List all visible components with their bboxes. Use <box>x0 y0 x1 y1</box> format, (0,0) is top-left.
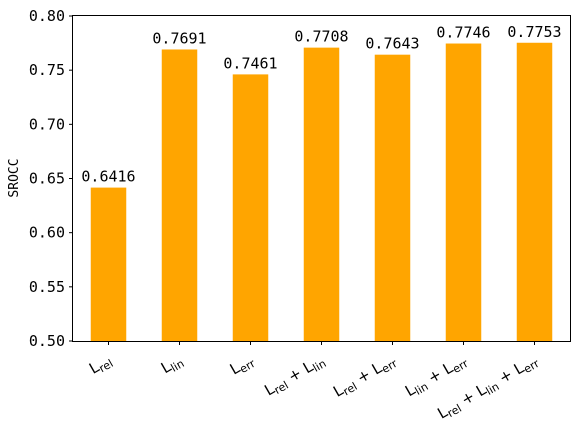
x-tick-label: Lrel​ + Lerr​ <box>330 351 400 403</box>
bar-value-label-7: 0.7753 <box>507 23 561 41</box>
bar-value-label-4: 0.7708 <box>294 28 348 46</box>
y-tick-label: 0.60 <box>29 224 65 242</box>
y-tick-label: 0.55 <box>29 278 65 296</box>
y-tick-label: 0.80 <box>29 7 65 25</box>
bar-value-label-6: 0.7746 <box>436 24 490 42</box>
value-labels: 0.6416 0.7691 0.7461 0.7708 0.7643 0.7746 0.77… <box>81 23 561 186</box>
bar-3 <box>232 74 269 341</box>
x-tick-label: Lerr​ <box>227 351 258 381</box>
bar-1 <box>90 187 127 341</box>
bar-2 <box>161 49 198 341</box>
x-tick-label: Llin​ <box>158 351 187 379</box>
bar-value-label-5: 0.7643 <box>365 35 419 53</box>
y-tick-label: 0.75 <box>29 61 65 79</box>
x-tick-label: Lrel​ + Llin​ + Lerr​ <box>434 351 542 425</box>
bar-7 <box>516 42 553 341</box>
y-tick-label: 0.65 <box>29 170 65 188</box>
x-tick-label: Lrel​ + Llin​ <box>261 351 328 401</box>
bars-layer <box>90 42 553 342</box>
bar-6 <box>445 43 482 342</box>
bar-4 <box>303 47 340 341</box>
bar-value-label-2: 0.7691 <box>152 29 206 47</box>
bar-5 <box>374 54 411 342</box>
x-tick-label: Lrel​ <box>86 351 115 380</box>
y-axis-ticks: 0.50 0.55 0.60 0.65 0.70 0.75 0.80 <box>29 7 73 350</box>
bar-value-label-1: 0.6416 <box>81 168 135 186</box>
y-tick-label: 0.70 <box>29 115 65 133</box>
x-axis-ticks: Lrel​ Llin​ Lerr​Lrel​ + Llin​Lrel​ + Lerr… <box>86 341 542 425</box>
y-axis-label: SROCC <box>7 158 22 197</box>
y-tick-label: 0.50 <box>29 332 65 350</box>
bar-value-label-3: 0.7461 <box>223 54 277 72</box>
